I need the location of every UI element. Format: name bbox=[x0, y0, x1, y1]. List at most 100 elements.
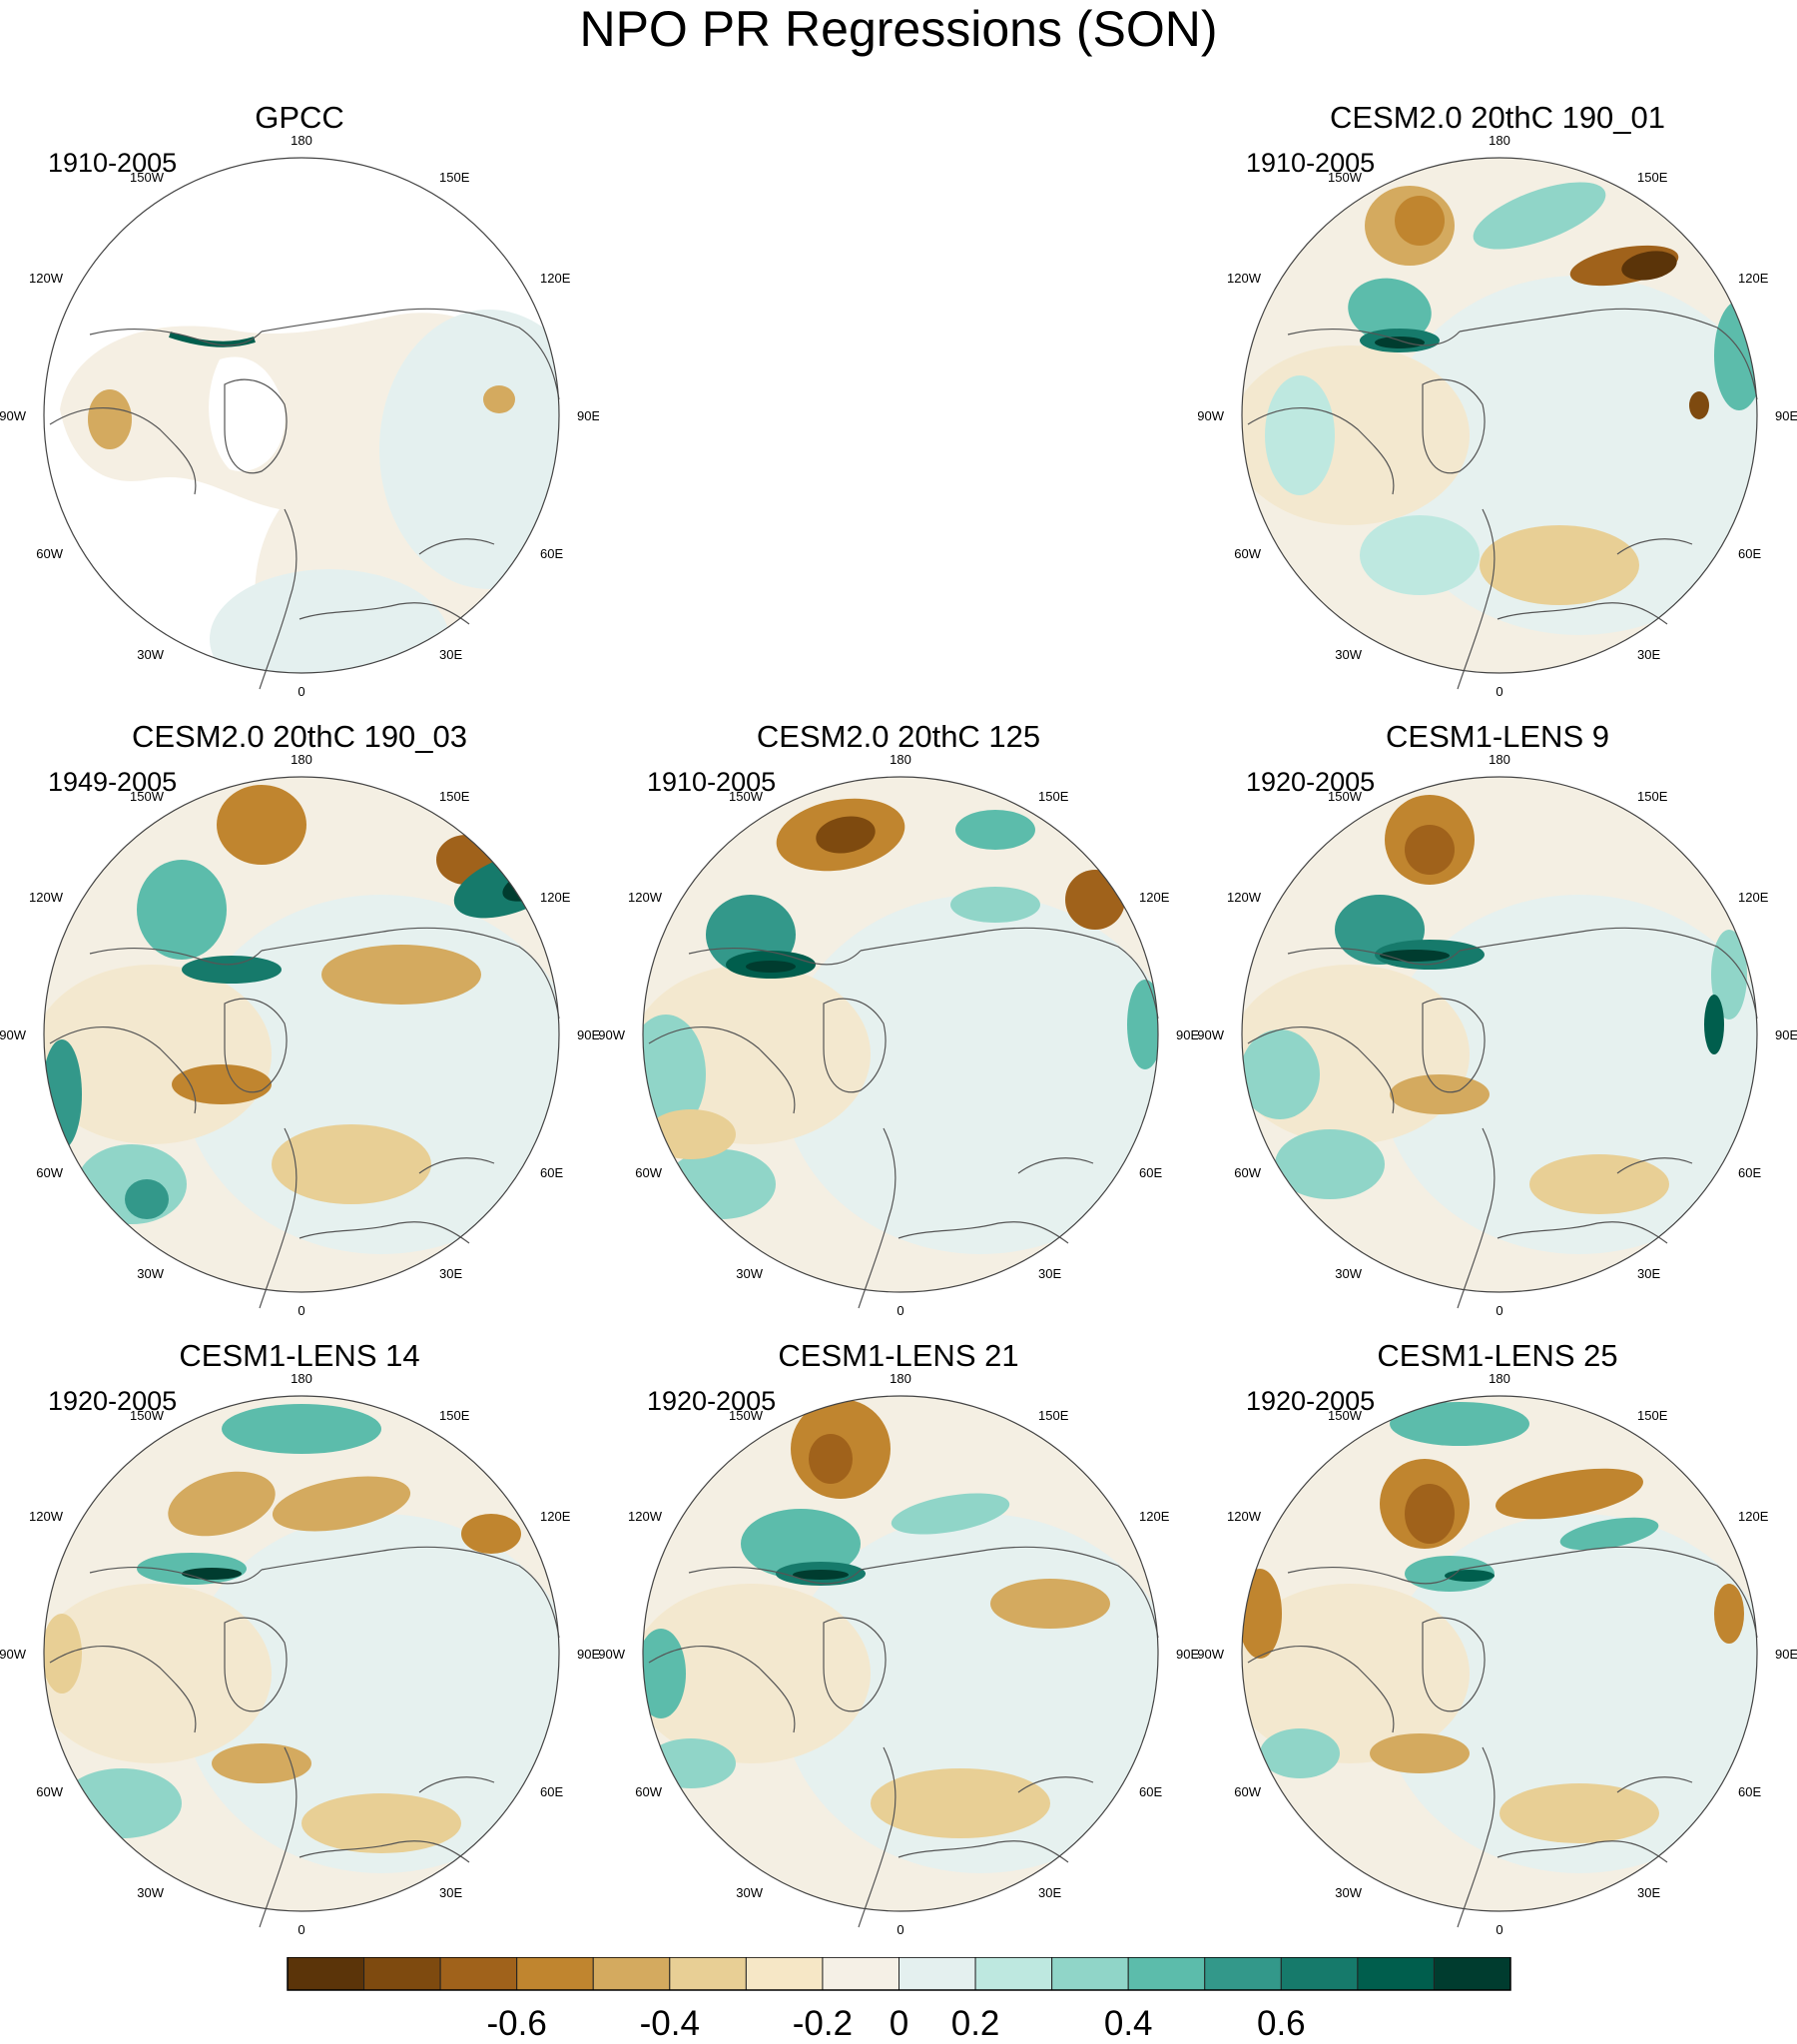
colorbar-swatch bbox=[1204, 1957, 1282, 1991]
anomaly-blob bbox=[1704, 995, 1724, 1054]
longitude-label: 30W bbox=[736, 1885, 763, 1900]
map-outline bbox=[1241, 1395, 1758, 1912]
anomaly-blob bbox=[1559, 1517, 1659, 1551]
map-panel-cesm1-lens-25: CESM1-LENS 25 1920-2005 180 150E 120E 90E 60… bbox=[1198, 1338, 1797, 1937]
longitude-label: 60E bbox=[1738, 546, 1761, 561]
background-field bbox=[1380, 1514, 1757, 1873]
coastline bbox=[1459, 308, 1758, 400]
anomaly-blob bbox=[1499, 1783, 1659, 1843]
background-field bbox=[1380, 895, 1757, 1254]
polar-map: 180 150E 120E 90E 60E 30E 0 30W 60W 90W 120W 150W bbox=[0, 752, 599, 1318]
longitude-label: 90W bbox=[1198, 408, 1225, 423]
anomaly-blob bbox=[990, 1579, 1110, 1629]
anomaly-blob bbox=[1689, 391, 1709, 419]
coastline bbox=[261, 308, 560, 400]
coastline bbox=[898, 1840, 1069, 1863]
coastline bbox=[299, 602, 470, 625]
anomaly-blob bbox=[137, 860, 227, 960]
longitude-label: 30E bbox=[439, 1885, 462, 1900]
coastline bbox=[858, 1746, 897, 1928]
longitude-label: 60W bbox=[36, 546, 63, 561]
anomaly-blob bbox=[212, 1743, 311, 1783]
map-panel-cesm1-lens-21: CESM1-LENS 21 1920-2005 180 150E 120E 90E 60… bbox=[599, 1338, 1198, 1937]
anomaly-blob bbox=[1621, 251, 1677, 281]
colorbar-swatch bbox=[1433, 1957, 1511, 1991]
coastline bbox=[1457, 508, 1496, 690]
coastline bbox=[823, 998, 887, 1093]
coastline bbox=[688, 948, 862, 966]
longitude-label: 90E bbox=[1775, 1647, 1797, 1662]
coastline bbox=[1247, 1026, 1395, 1114]
anomaly-blob bbox=[1496, 1468, 1643, 1520]
map-panel-gpcc: GPCC 1910-2005 180 150E 120E 90E 60E 30E 0 30W 6… bbox=[0, 100, 599, 699]
anomaly-blob bbox=[816, 816, 876, 854]
longitude-label: 150E bbox=[1637, 170, 1668, 185]
map-panel-cesm1-lens-9: CESM1-LENS 9 1920-2005 180 150E 120E 90E 60E… bbox=[1198, 719, 1797, 1318]
longitude-label: 150E bbox=[1637, 1408, 1668, 1423]
panel-title: CESM1-LENS 25 bbox=[1377, 1338, 1618, 1373]
anomaly-blob bbox=[1360, 515, 1480, 595]
colorbar-swatch bbox=[669, 1957, 747, 1991]
longitude-label: 60W bbox=[36, 1784, 63, 1799]
longitude-label: 120E bbox=[1738, 890, 1769, 905]
coastline bbox=[259, 1127, 298, 1309]
anomaly-blob bbox=[1265, 375, 1335, 495]
longitude-label: 90W bbox=[0, 1647, 27, 1662]
panel-period: 1910-2005 bbox=[1246, 148, 1376, 178]
colorbar-tick-label: 0.6 bbox=[1257, 2004, 1306, 2043]
coastline bbox=[418, 1157, 495, 1174]
longitude-label: 150E bbox=[1038, 789, 1069, 804]
anomaly-blob bbox=[1405, 825, 1455, 875]
map-outline bbox=[642, 776, 1159, 1293]
polar-map: 180 150E 120E 90E 60E 30E 0 30W 60W 90W 120W 150W bbox=[0, 133, 599, 699]
colorbar-tick-label: 0.4 bbox=[1104, 2004, 1153, 2043]
panel-period: 1910-2005 bbox=[48, 148, 178, 178]
longitude-label: 60W bbox=[635, 1165, 662, 1180]
anomaly-blob bbox=[301, 1793, 461, 1853]
anomaly-blob bbox=[172, 1064, 272, 1104]
map-panel-cesm1-lens-14: CESM1-LENS 14 1920-2005 180 150E 120E 90E 60… bbox=[0, 1338, 599, 1937]
background-field bbox=[1380, 276, 1757, 635]
coastline bbox=[1422, 378, 1486, 474]
longitude-label: 180 bbox=[291, 1371, 312, 1386]
longitude-label: 30E bbox=[1637, 647, 1660, 662]
coastline bbox=[89, 1567, 263, 1585]
coastline bbox=[1287, 948, 1461, 966]
longitude-label: 180 bbox=[890, 1371, 911, 1386]
longitude-label: 0 bbox=[897, 1922, 903, 1937]
longitude-label: 30E bbox=[1038, 1885, 1061, 1900]
longitude-label: 180 bbox=[291, 133, 312, 148]
map-field bbox=[44, 777, 559, 1292]
coastline bbox=[1287, 329, 1461, 346]
background-field bbox=[781, 895, 1158, 1254]
longitude-label: 0 bbox=[897, 1303, 903, 1318]
coastline bbox=[418, 538, 495, 555]
longitude-label: 150E bbox=[1637, 789, 1668, 804]
background-field bbox=[44, 1584, 272, 1763]
panel-period: 1949-2005 bbox=[48, 767, 178, 797]
longitude-label: 30W bbox=[137, 647, 164, 662]
anomaly-blob bbox=[461, 1514, 521, 1554]
longitude-label: 60W bbox=[1234, 1784, 1261, 1799]
anomaly-blob bbox=[646, 1109, 736, 1159]
longitude-label: 30W bbox=[137, 1885, 164, 1900]
longitude-label: 0 bbox=[298, 1303, 304, 1318]
map-outline bbox=[642, 1395, 1159, 1912]
panel-title: CESM2.0 20thC 125 bbox=[756, 719, 1041, 754]
longitude-label: 30E bbox=[1038, 1266, 1061, 1281]
anomaly-blob bbox=[1473, 182, 1606, 250]
map-field bbox=[44, 158, 559, 673]
anomaly-blob bbox=[483, 385, 515, 413]
longitude-label: 60E bbox=[1738, 1165, 1761, 1180]
anomaly-blob bbox=[1260, 1728, 1340, 1778]
anomaly-blob bbox=[1348, 278, 1432, 343]
longitude-label: 150E bbox=[439, 1408, 470, 1423]
background-field bbox=[182, 1514, 559, 1873]
anomaly-blob bbox=[666, 1149, 776, 1219]
longitude-label: 120E bbox=[1738, 1509, 1769, 1524]
longitude-label: 120W bbox=[1227, 1509, 1262, 1524]
anomaly-blob bbox=[1390, 1074, 1490, 1114]
longitude-label: 30W bbox=[1335, 647, 1362, 662]
coastline bbox=[49, 407, 197, 495]
coastline bbox=[1459, 1546, 1758, 1639]
